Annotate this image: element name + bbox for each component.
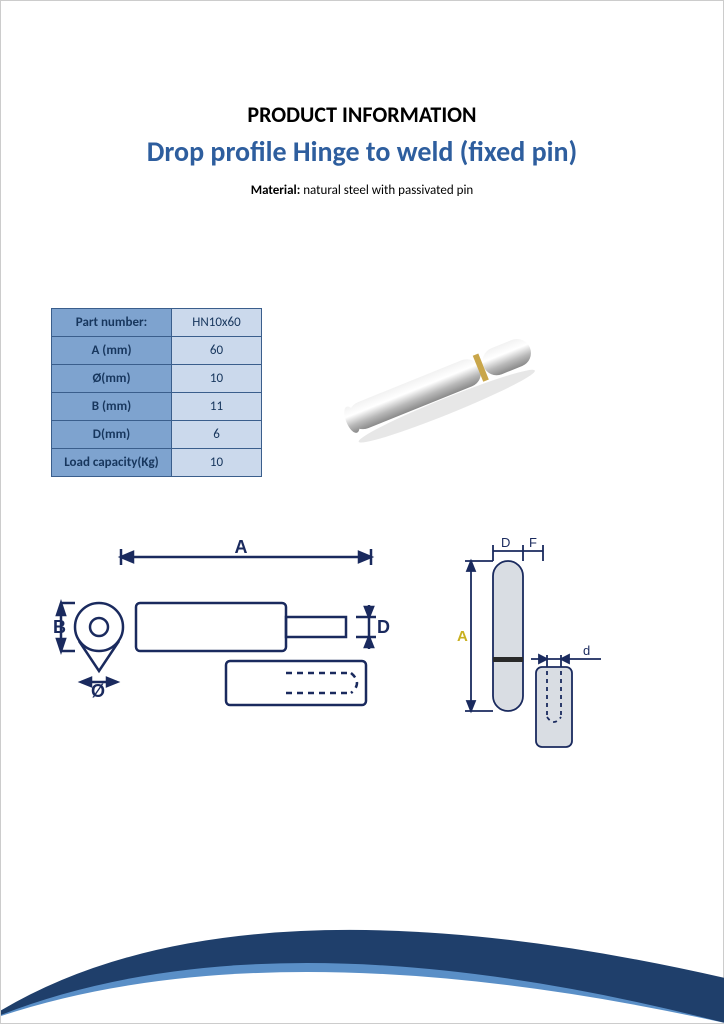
- dim-label-B: B: [53, 617, 66, 637]
- dim-label-A: A: [235, 537, 248, 557]
- dim-label-F: F: [529, 537, 537, 550]
- spec-label: D(mm): [52, 421, 172, 449]
- table-row: Part number: HN10x60: [52, 309, 262, 337]
- spec-label: Part number:: [52, 309, 172, 337]
- table-row: B (mm) 11: [52, 393, 262, 421]
- footer-swoosh: [1, 823, 724, 1023]
- table-row: A (mm) 60: [52, 337, 262, 365]
- spec-label: A (mm): [52, 337, 172, 365]
- material-label: Material:: [251, 183, 301, 198]
- product-title: Drop profile Hinge to weld (fixed pin): [51, 134, 673, 169]
- spec-value: 10: [172, 365, 262, 393]
- section-heading: PRODUCT INFORMATION: [51, 101, 673, 128]
- spec-label: Load capacity(Kg): [52, 449, 172, 477]
- dim-label-diam: Ø: [91, 681, 105, 701]
- diagrams-row: A B Ø: [51, 537, 673, 757]
- content-row: Part number: HN10x60 A (mm) 60 Ø(mm) 10 …: [51, 308, 673, 477]
- dim-label-D2: D: [501, 537, 510, 550]
- dim-label-D: D: [377, 617, 390, 637]
- spec-label: Ø(mm): [52, 365, 172, 393]
- spec-label: B (mm): [52, 393, 172, 421]
- product-photo: [312, 318, 552, 448]
- spec-value: 6: [172, 421, 262, 449]
- spec-value: 11: [172, 393, 262, 421]
- table-row: Ø(mm) 10: [52, 365, 262, 393]
- spec-value: HN10x60: [172, 309, 262, 337]
- tech-diagram-right: D F A: [451, 537, 621, 757]
- table-row: D(mm) 6: [52, 421, 262, 449]
- table-row: Load capacity(Kg) 10: [52, 449, 262, 477]
- spec-table: Part number: HN10x60 A (mm) 60 Ø(mm) 10 …: [51, 308, 262, 477]
- material-line: Material: natural steel with passivated …: [51, 183, 673, 198]
- dim-label-d2: d: [583, 643, 590, 658]
- header-block: PRODUCT INFORMATION Drop profile Hinge t…: [51, 101, 673, 198]
- spec-value: 60: [172, 337, 262, 365]
- material-value: natural steel with passivated pin: [300, 183, 473, 198]
- dim-label-A2: A: [457, 628, 468, 645]
- spec-value: 10: [172, 449, 262, 477]
- tech-diagram-left: A B Ø: [51, 537, 411, 717]
